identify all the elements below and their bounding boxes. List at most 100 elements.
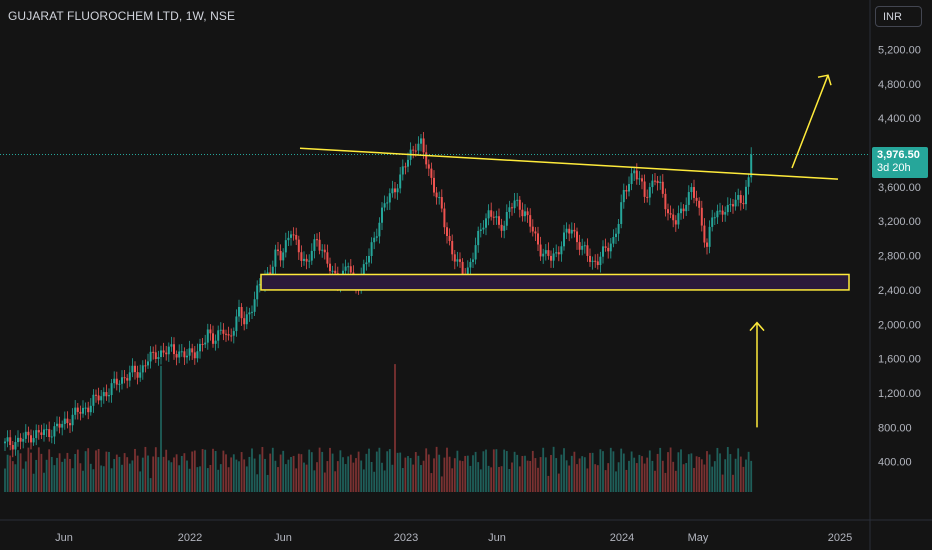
last-price-value: 3,976.50 bbox=[877, 149, 920, 161]
candle-body bbox=[17, 437, 19, 443]
candle-body bbox=[440, 197, 443, 209]
volume-bar bbox=[687, 454, 690, 492]
volume-bar bbox=[24, 461, 27, 492]
currency-button[interactable]: INR bbox=[875, 6, 922, 27]
volume-bar bbox=[539, 457, 542, 492]
volume-bar bbox=[594, 464, 597, 492]
candle-body bbox=[56, 423, 58, 427]
candle-body bbox=[474, 245, 477, 260]
volume-bar bbox=[412, 464, 415, 492]
candle-body bbox=[685, 204, 688, 212]
candle-body bbox=[433, 177, 435, 193]
volume-bar bbox=[641, 456, 643, 492]
candle-body bbox=[414, 150, 417, 152]
candle-body bbox=[534, 231, 537, 234]
volume-bar bbox=[35, 459, 38, 492]
x-tick-label: Jun bbox=[55, 532, 73, 544]
volume-bar bbox=[729, 454, 732, 492]
candle-body bbox=[565, 228, 568, 233]
volume-bar bbox=[53, 465, 56, 492]
candle-body bbox=[612, 237, 615, 244]
candle-body bbox=[282, 252, 285, 261]
candle-body bbox=[40, 432, 43, 435]
candle-body bbox=[27, 431, 30, 436]
volume-bar bbox=[599, 449, 602, 492]
volume-bar bbox=[383, 470, 386, 492]
volume-bar bbox=[212, 448, 214, 492]
candle-body bbox=[227, 334, 230, 336]
candle-body bbox=[635, 170, 638, 180]
y-tick-label: 400.00 bbox=[878, 457, 912, 469]
volume-bar bbox=[550, 454, 552, 492]
candle-body bbox=[84, 407, 87, 409]
volume-bar bbox=[661, 460, 664, 492]
volume-bar bbox=[654, 470, 656, 492]
candle-body bbox=[508, 207, 511, 212]
volume-bar bbox=[407, 456, 409, 492]
candle-body bbox=[310, 250, 313, 261]
candle-body bbox=[235, 316, 238, 332]
volume-bar bbox=[123, 453, 126, 492]
volume-bar bbox=[365, 453, 368, 492]
candle-body bbox=[490, 210, 493, 217]
candle-body bbox=[604, 246, 607, 248]
volume-bar bbox=[518, 466, 521, 492]
volume-bar bbox=[560, 454, 563, 492]
volume-bar bbox=[22, 468, 25, 492]
candle-body bbox=[362, 264, 365, 276]
candle-body bbox=[50, 436, 53, 438]
volume-bar bbox=[505, 451, 508, 492]
candle-body bbox=[495, 216, 498, 218]
volume-bar bbox=[446, 447, 448, 492]
volume-bar bbox=[677, 452, 680, 492]
candle-body bbox=[524, 211, 526, 217]
candle-body bbox=[529, 215, 532, 227]
volume-bar bbox=[451, 468, 454, 492]
volume-bar bbox=[508, 469, 511, 492]
candle-body bbox=[74, 407, 77, 415]
volume-bar bbox=[349, 454, 352, 492]
candle-body bbox=[274, 249, 277, 267]
candle-body bbox=[706, 242, 708, 247]
candle-body bbox=[165, 352, 168, 355]
volume-bar bbox=[4, 468, 6, 492]
volume-bar bbox=[71, 468, 74, 492]
volume-bar bbox=[100, 465, 103, 492]
candle-body bbox=[430, 168, 433, 178]
candle-body bbox=[617, 223, 620, 234]
candle-body bbox=[716, 210, 719, 218]
volume-bar bbox=[633, 457, 636, 492]
volume-bar bbox=[742, 466, 745, 492]
volume-bar bbox=[105, 451, 108, 492]
candle-body bbox=[745, 186, 747, 205]
volume-bar bbox=[513, 451, 516, 492]
volume-bar bbox=[136, 455, 139, 492]
volume-bar bbox=[500, 466, 503, 492]
volume-bar bbox=[79, 463, 82, 492]
candle-body bbox=[570, 229, 573, 234]
volume-bar bbox=[331, 453, 334, 492]
volume-bar bbox=[565, 460, 568, 492]
volume-bar bbox=[261, 446, 264, 492]
volume-bar bbox=[14, 464, 17, 492]
volume-bar bbox=[529, 460, 532, 492]
volume-bar bbox=[669, 447, 672, 492]
candle-body bbox=[581, 245, 584, 250]
volume-bar bbox=[635, 463, 638, 492]
candle-body bbox=[378, 222, 381, 237]
volume-bar bbox=[750, 460, 753, 492]
volume-bar bbox=[219, 464, 222, 492]
candle-body bbox=[721, 210, 724, 215]
volume-bar bbox=[474, 451, 477, 492]
candle-body bbox=[30, 435, 32, 443]
candle-body bbox=[14, 442, 17, 450]
volume-bar bbox=[37, 447, 40, 492]
volume-bar bbox=[555, 458, 558, 492]
volume-bar bbox=[706, 451, 708, 492]
volume-bar bbox=[664, 472, 667, 492]
candle-body bbox=[19, 437, 22, 442]
candle-body bbox=[698, 200, 701, 208]
volume-bar bbox=[160, 365, 162, 492]
candle-body bbox=[178, 351, 181, 358]
